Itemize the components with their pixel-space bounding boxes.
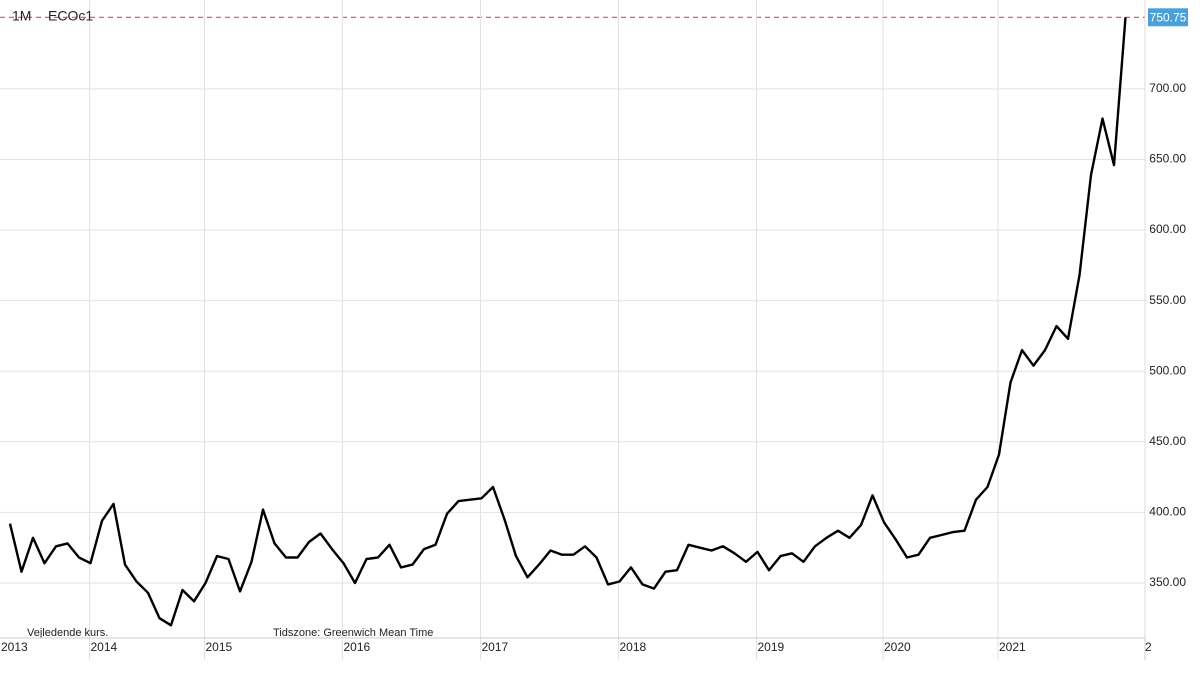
interval: 1M (12, 8, 31, 24)
x-tick-label: 2020 (884, 640, 911, 654)
x-tick-label: 2016 (344, 640, 371, 654)
symbol: ECOc1 (48, 8, 93, 24)
x-tick-label: 2017 (482, 640, 509, 654)
y-tick-label: 450.00 (1149, 434, 1186, 448)
x-tick-label: 2021 (999, 640, 1026, 654)
y-tick-label: 650.00 (1149, 152, 1186, 166)
last-value-box (1148, 8, 1188, 27)
y-tick-label: 350.00 (1149, 575, 1186, 589)
y-tick-label: 500.00 (1149, 363, 1186, 377)
x-tick-label: 2015 (206, 640, 233, 654)
timezone: Tidszone: Greenwich Mean Time (273, 627, 433, 639)
y-tick-label: 700.00 (1149, 81, 1186, 95)
x-tick-label: 2018 (620, 640, 647, 654)
x-tick-label: 2 (1145, 640, 1152, 654)
footnote: Vejledende kurs. (27, 627, 108, 639)
last-value-label: 750.75 (1150, 10, 1187, 24)
y-tick-label: 400.00 (1149, 505, 1186, 519)
x-tick-label: 2019 (758, 640, 785, 654)
price-line (8, 17, 1127, 627)
x-tick-label: 2013 (1, 640, 28, 654)
y-tick-label: 600.00 (1149, 222, 1186, 236)
x-tick-label: 2014 (91, 640, 118, 654)
y-tick-label: 550.00 (1149, 293, 1186, 307)
